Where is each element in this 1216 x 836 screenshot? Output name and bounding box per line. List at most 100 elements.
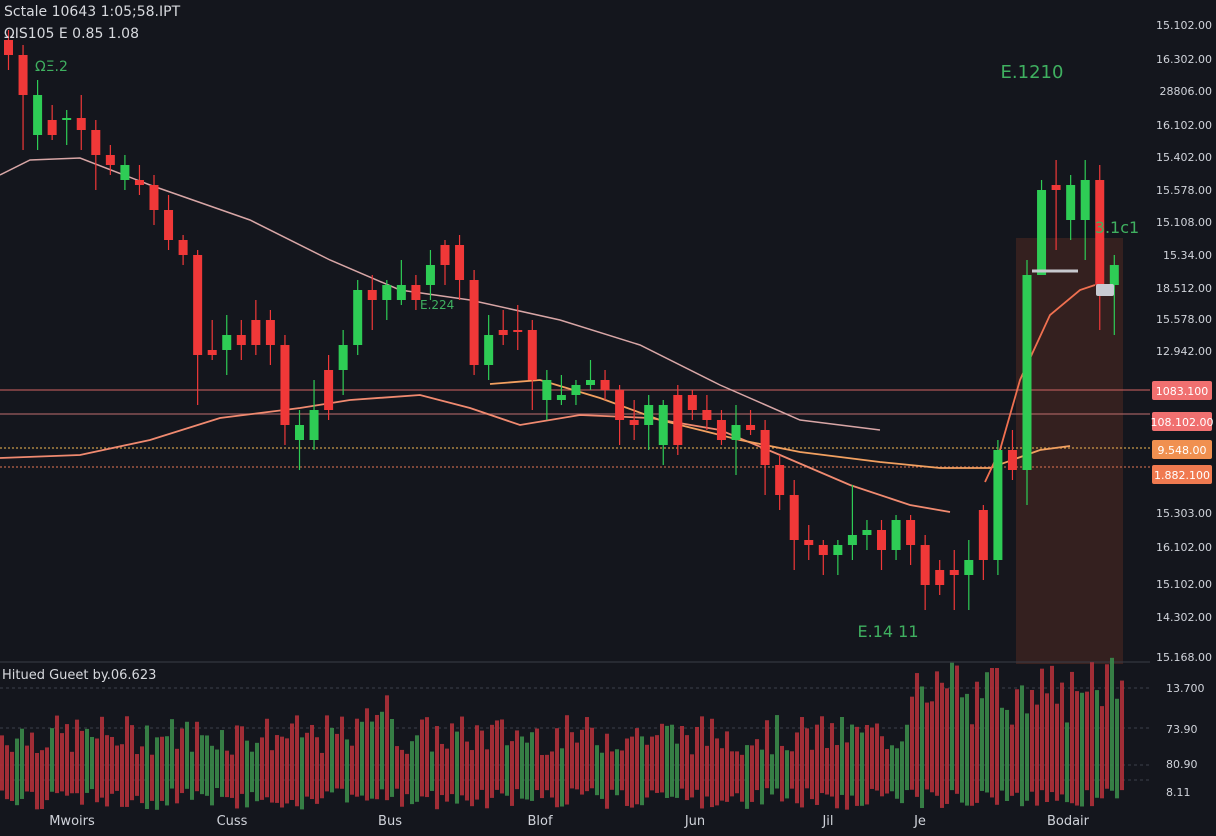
volume-bar [465,741,469,801]
volume-bar [765,720,769,789]
candle-body-22 [309,410,319,440]
candle-body-13 [178,240,188,255]
candle-body-10 [134,180,144,185]
candle-body-24 [338,345,348,370]
candle-body-66 [949,570,959,575]
volume-bar [185,721,189,789]
candle-body-62 [891,520,901,550]
candle-body-46 [658,405,668,445]
volume-axis-label: 80.90 [1166,758,1198,771]
candle-body-67 [964,560,974,575]
candle-body-56 [804,540,814,545]
volume-bar [1000,707,1004,791]
volume-bar [1030,690,1034,792]
candle-body-48 [687,395,697,410]
volume-bar [160,736,164,801]
volume-bar [925,702,929,790]
candle-body-64 [920,545,930,585]
volume-axis-label: 8.11 [1166,786,1191,799]
volume-bar [215,749,219,789]
volume-bar [25,745,29,792]
price-tag-box [1152,412,1212,431]
volume-bar [245,740,249,808]
volume-bar [1050,665,1054,793]
candle-body-77 [1109,265,1119,285]
volume-bar [150,754,154,801]
volume-bar [990,668,994,798]
volume-bar [605,733,609,809]
volume-bar [915,673,919,797]
volume-bar [655,735,659,793]
candle-body-55 [789,495,799,540]
volume-bar [830,723,834,797]
volume-bar [315,737,319,804]
candle-body-4 [47,120,57,135]
candle-body-28 [396,285,406,300]
volume-bar [795,732,799,804]
volume-bar [270,750,274,803]
price-axis-label: 15.108.00 [1156,216,1212,229]
candle-body-49 [702,410,712,420]
candle-body-71 [1022,275,1032,470]
chart-info-line-2: ΩIS105 E 0.85 1.08 [4,26,139,42]
candle-body-34 [484,335,494,365]
x-axis-label: Je [913,814,926,829]
volume-bar [275,735,279,803]
price-axis-label: 16.102.00 [1156,541,1212,554]
volume-bar [65,724,69,796]
volume-bar [960,697,964,803]
volume-bar [875,723,879,791]
volume-bar [390,718,394,797]
volume-bar [0,735,4,791]
volume-bar [555,728,559,808]
volume-axis-label: 13.700 [1166,682,1205,695]
volume-bar [1075,691,1079,806]
volume-bar [100,716,104,798]
volume-bar [530,732,534,801]
candle-body-25 [353,290,363,345]
volume-bar [810,749,814,800]
volume-bar [610,751,614,790]
volume-bar [10,751,14,801]
volume-bar [870,727,874,789]
candle-body-63 [906,520,916,545]
candle-body-58 [833,545,843,555]
price-tag-box [1152,465,1212,484]
volume-bar [435,726,439,810]
candle-body-75 [1080,180,1090,220]
volume-bar [350,745,354,795]
price-axis-label: 15.34.00 [1163,249,1212,262]
volume-bar [290,723,294,800]
volume-bar [620,750,624,791]
candle-body-11 [149,185,159,210]
candle-body-69 [993,450,1003,560]
volume-bar [500,719,504,794]
volume-bar [240,726,244,794]
volume-bar [515,730,519,790]
volume-bar [85,728,89,793]
volume-bar [325,715,329,792]
candle-body-61 [877,530,886,550]
volume-bar [145,725,149,810]
price-tag-text: 1.882.100 [1154,469,1210,482]
volume-bar [755,739,759,791]
volume-bar [720,748,724,801]
volume-bar [415,735,419,802]
price-axis-label: 15.402.00 [1156,151,1212,164]
highlight-zone [1016,238,1123,662]
candle-body-59 [847,535,857,545]
volume-bar [615,749,619,796]
volume-bar [125,716,129,807]
volume-bar [535,728,539,791]
volume-bar [640,736,644,806]
volume-bar [1025,713,1029,801]
current-marker [1096,284,1114,296]
price-axis-label: 15.303.00 [1156,507,1212,520]
chart-annotation: E.224 [420,298,454,312]
x-axis-label: Cuss [217,814,248,829]
candle-body-38 [542,380,552,400]
price-tag-box [1152,440,1212,459]
candle-body-7 [91,130,101,155]
volume-bar [920,686,924,809]
candle-body-53 [760,430,770,465]
